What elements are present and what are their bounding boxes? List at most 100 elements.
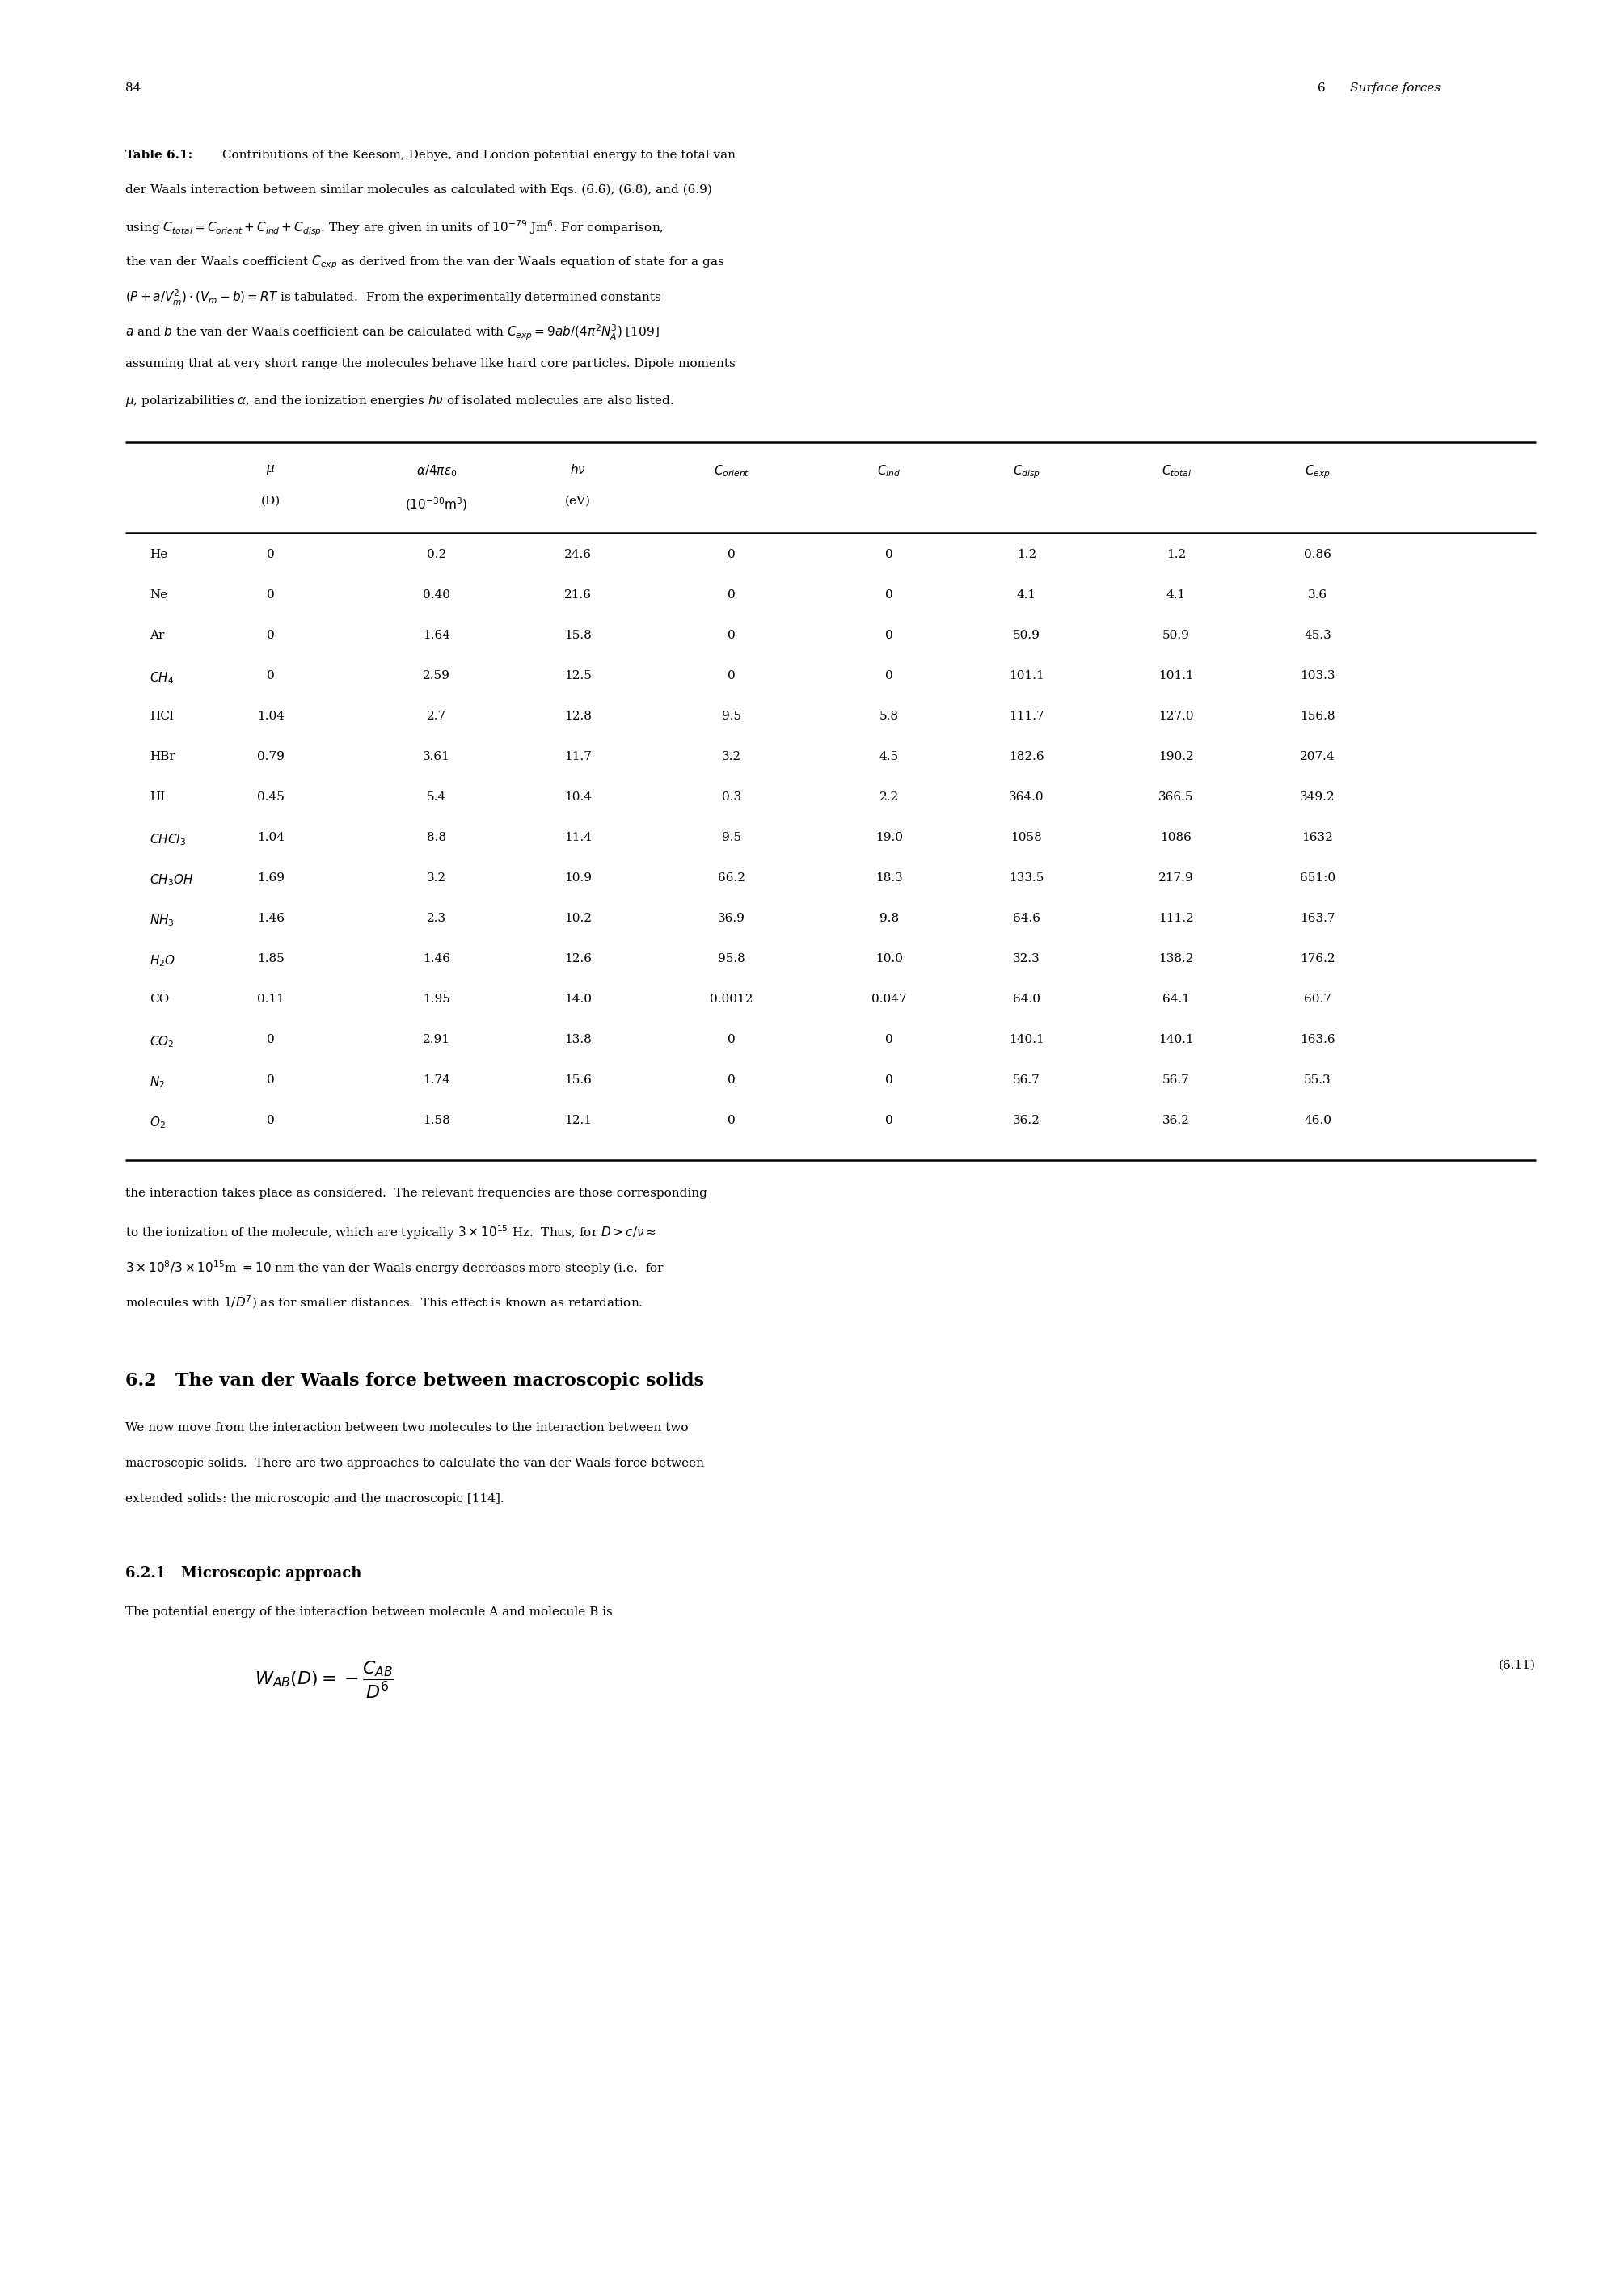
Text: Surface forces: Surface forces [1350,83,1440,94]
Text: 13.8: 13.8 [564,1034,591,1045]
Text: He: He [149,550,167,559]
Text: $\mu$, polarizabilities $\alpha$, and the ionization energies $h\nu$ of isolated: $\mu$, polarizabilities $\alpha$, and th… [125,392,674,408]
Text: 19.0: 19.0 [875,832,903,843]
Text: 12.1: 12.1 [564,1114,591,1125]
Text: 0.0012: 0.0012 [710,995,754,1004]
Text: 163.7: 163.7 [1301,912,1335,924]
Text: 0: 0 [266,630,274,642]
Text: 0.2: 0.2 [427,550,447,559]
Text: 95.8: 95.8 [718,953,745,965]
Text: 9.5: 9.5 [721,711,741,722]
Text: 1058: 1058 [1012,832,1043,843]
Text: 4.1: 4.1 [1166,589,1186,601]
Text: 64.0: 64.0 [1013,995,1041,1004]
Text: 12.5: 12.5 [564,669,591,681]
Text: 0: 0 [728,1075,736,1086]
Text: 1086: 1086 [1161,832,1192,843]
Text: 0: 0 [885,589,893,601]
Text: $W_{AB}(D) = -\dfrac{C_{AB}}{D^6}$: $W_{AB}(D) = -\dfrac{C_{AB}}{D^6}$ [255,1659,395,1701]
Text: 140.1: 140.1 [1009,1034,1044,1045]
Text: CO: CO [149,995,169,1004]
Text: 0.86: 0.86 [1304,550,1332,559]
Text: 1.69: 1.69 [257,873,284,885]
Text: $C_{ind}$: $C_{ind}$ [877,463,901,479]
Text: $C_{exp}$: $C_{exp}$ [1304,463,1330,479]
Text: 0: 0 [885,1075,893,1086]
Text: $O_2$: $O_2$ [149,1114,166,1130]
Text: $H_2O$: $H_2O$ [149,953,175,967]
Text: 60.7: 60.7 [1304,995,1332,1004]
Text: 45.3: 45.3 [1304,630,1332,642]
Text: 12.6: 12.6 [564,953,591,965]
Text: 3.61: 3.61 [422,752,450,763]
Text: 15.6: 15.6 [564,1075,591,1086]
Text: 133.5: 133.5 [1009,873,1044,885]
Text: 0: 0 [885,630,893,642]
Text: 36.2: 36.2 [1163,1114,1190,1125]
Text: 0: 0 [266,1114,274,1125]
Text: using $C_{total} = C_{orient} + C_{ind} + C_{disp}$. They are given in units of : using $C_{total} = C_{orient} + C_{ind} … [125,220,664,238]
Text: 9.8: 9.8 [880,912,900,924]
Text: 0.40: 0.40 [422,589,450,601]
Text: 56.7: 56.7 [1013,1075,1041,1086]
Text: 0: 0 [885,1034,893,1045]
Text: 0: 0 [885,550,893,559]
Text: 1.2: 1.2 [1166,550,1186,559]
Text: $CO_2$: $CO_2$ [149,1034,174,1050]
Text: 1.85: 1.85 [257,953,284,965]
Text: 0: 0 [266,550,274,559]
Text: 15.8: 15.8 [564,630,591,642]
Text: 1.74: 1.74 [422,1075,450,1086]
Text: 140.1: 140.1 [1158,1034,1194,1045]
Text: 1.46: 1.46 [422,953,450,965]
Text: 0.3: 0.3 [721,791,741,802]
Text: 182.6: 182.6 [1009,752,1044,763]
Text: 36.2: 36.2 [1013,1114,1041,1125]
Text: 651:0: 651:0 [1299,873,1335,885]
Text: 10.0: 10.0 [875,953,903,965]
Text: 366.5: 366.5 [1158,791,1194,802]
Text: 101.1: 101.1 [1158,669,1194,681]
Text: The potential energy of the interaction between molecule A and molecule B is: The potential energy of the interaction … [125,1607,612,1618]
Text: $\alpha/4\pi\varepsilon_0$: $\alpha/4\pi\varepsilon_0$ [416,463,456,479]
Text: 190.2: 190.2 [1158,752,1194,763]
Text: 163.6: 163.6 [1299,1034,1335,1045]
Text: 5.8: 5.8 [880,711,900,722]
Text: 14.0: 14.0 [564,995,591,1004]
Text: the interaction takes place as considered.  The relevant frequencies are those c: the interaction takes place as considere… [125,1187,706,1199]
Text: $(10^{-30}\mathrm{m}^3)$: $(10^{-30}\mathrm{m}^3)$ [406,495,468,513]
Text: 50.9: 50.9 [1163,630,1190,642]
Text: 3.6: 3.6 [1307,589,1327,601]
Text: 103.3: 103.3 [1301,669,1335,681]
Text: 6: 6 [1317,83,1337,94]
Text: $C_{disp}$: $C_{disp}$ [1013,463,1041,479]
Text: HI: HI [149,791,166,802]
Text: Contributions of the Keesom, Debye, and London potential energy to the total van: Contributions of the Keesom, Debye, and … [218,149,736,160]
Text: 1.2: 1.2 [1017,550,1036,559]
Text: Table 6.1:: Table 6.1: [125,149,193,160]
Text: 0: 0 [266,589,274,601]
Text: the van der Waals coefficient $C_{exp}$ as derived from the van der Waals equati: the van der Waals coefficient $C_{exp}$ … [125,254,724,270]
Text: 10.2: 10.2 [564,912,591,924]
Text: 0: 0 [266,1034,274,1045]
Text: 0: 0 [728,1114,736,1125]
Text: $CH_3OH$: $CH_3OH$ [149,873,193,887]
Text: 0.79: 0.79 [257,752,284,763]
Text: 111.2: 111.2 [1158,912,1194,924]
Text: 0: 0 [266,669,274,681]
Text: HBr: HBr [149,752,175,763]
Text: 0.047: 0.047 [872,995,906,1004]
Text: 56.7: 56.7 [1163,1075,1190,1086]
Text: 4.5: 4.5 [880,752,900,763]
Text: 4.1: 4.1 [1017,589,1036,601]
Text: 0.45: 0.45 [257,791,284,802]
Text: 176.2: 176.2 [1299,953,1335,965]
Text: 0: 0 [728,669,736,681]
Text: 10.4: 10.4 [564,791,591,802]
Text: 0: 0 [728,550,736,559]
Text: Ne: Ne [149,589,167,601]
Text: 50.9: 50.9 [1013,630,1041,642]
Text: 1.04: 1.04 [257,711,284,722]
Text: 6.2   The van der Waals force between macroscopic solids: 6.2 The van der Waals force between macr… [125,1373,705,1389]
Text: 0: 0 [728,1034,736,1045]
